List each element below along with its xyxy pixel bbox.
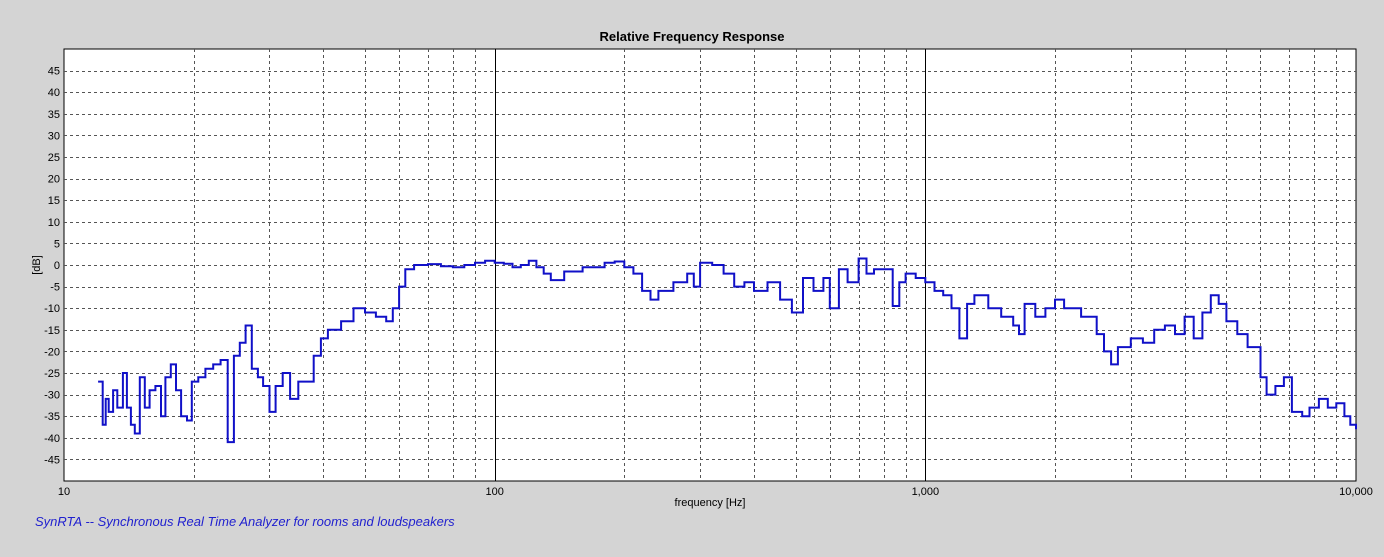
- y-tick-label: -25: [44, 368, 60, 380]
- y-tick-label: 20: [48, 174, 60, 186]
- y-tick-labels: 45 40 35 30 25 20 15 10 5 0 -5 -10 -15 -20 -25 -30 -35 -4…: [44, 66, 60, 467]
- y-tick-label: -5: [50, 282, 60, 294]
- y-tick-label: 40: [48, 87, 60, 99]
- y-tick-label: -20: [44, 346, 60, 358]
- y-tick-label: 5: [54, 238, 60, 250]
- y-tick-label: 45: [48, 66, 60, 78]
- x-axis-label: frequency [Hz]: [675, 497, 746, 509]
- y-tick-label: 15: [48, 195, 60, 207]
- y-tick-label: 35: [48, 109, 60, 121]
- y-tick-label: 25: [48, 152, 60, 164]
- y-tick-label: -35: [44, 411, 60, 423]
- y-tick-label: 30: [48, 130, 60, 142]
- y-tick-label: -40: [44, 433, 60, 445]
- y-axis-label: [dB]: [31, 255, 43, 275]
- y-tick-label: -10: [44, 303, 60, 315]
- x-tick-labels: 10 100 1,000 10,000: [58, 486, 1373, 498]
- footer-credit: SynRTA -- Synchronous Real Time Analyzer…: [35, 514, 455, 529]
- chart-title: Relative Frequency Response: [600, 29, 785, 44]
- y-tick-label: -45: [44, 454, 60, 466]
- x-tick-label: 10: [58, 486, 70, 498]
- x-tick-label: 100: [485, 486, 503, 498]
- y-tick-label: 10: [48, 217, 60, 229]
- y-tick-label: 0: [54, 260, 60, 272]
- y-tick-label: -30: [44, 390, 60, 402]
- x-tick-label: 10,000: [1339, 486, 1373, 498]
- y-tick-label: -15: [44, 325, 60, 337]
- series-line: [98, 257, 1357, 444]
- x-tick-label: 1,000: [912, 486, 940, 498]
